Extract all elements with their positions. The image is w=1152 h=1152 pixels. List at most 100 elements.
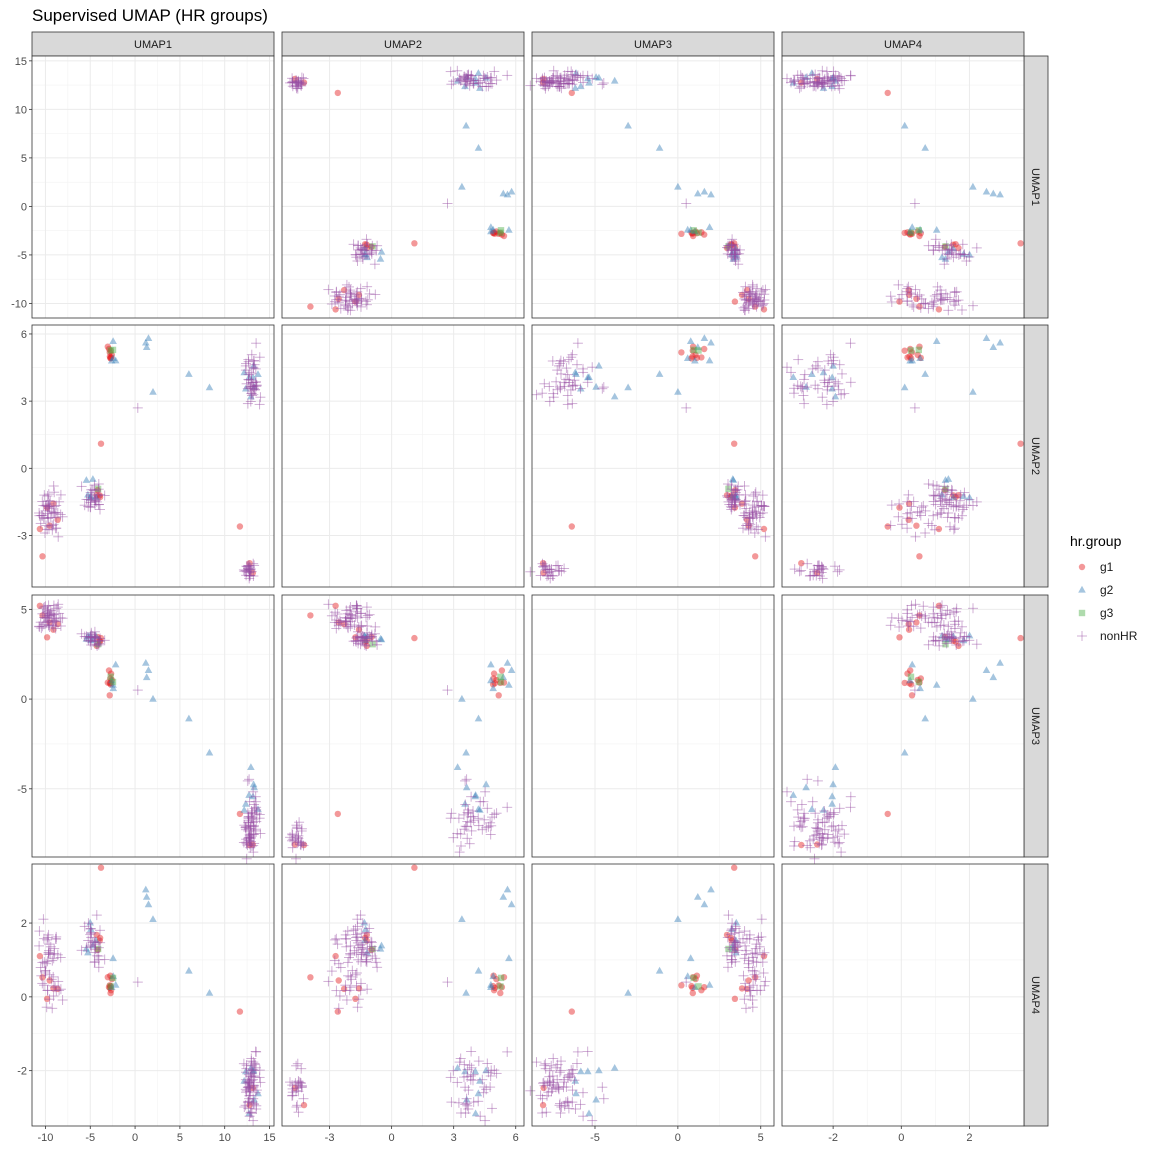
strip-bg — [281, 31, 525, 57]
point-g2 — [707, 338, 715, 346]
point-g2 — [906, 676, 914, 684]
point-nonHR — [366, 247, 377, 258]
point-g2 — [487, 227, 495, 235]
point-nonHR — [936, 610, 947, 621]
point-nonHR — [356, 608, 367, 619]
point-g3 — [695, 347, 702, 354]
point-nonHR — [807, 363, 818, 374]
point-nonHR — [250, 796, 261, 807]
point-nonHR — [349, 620, 360, 630]
point-g2 — [655, 144, 664, 151]
point-nonHR — [828, 396, 839, 407]
point-nonHR — [948, 524, 959, 535]
point-nonHR — [34, 621, 45, 632]
point-g2 — [471, 792, 480, 800]
point-g1 — [105, 667, 113, 674]
point-g1 — [905, 626, 913, 633]
point-g2 — [969, 388, 977, 395]
point-nonHR — [926, 617, 937, 628]
point-g1 — [689, 343, 697, 350]
point-g2 — [674, 182, 682, 190]
point-g2 — [969, 182, 977, 190]
point-g3 — [497, 227, 505, 234]
point-nonHR — [937, 493, 948, 504]
point-g2 — [205, 748, 214, 756]
point-nonHR — [555, 382, 565, 392]
col-strip-umap1: UMAP1 — [31, 31, 275, 57]
point-nonHR — [334, 289, 345, 300]
point-nonHR — [893, 279, 904, 290]
point-nonHR — [568, 381, 578, 392]
point-nonHR — [466, 791, 477, 802]
point-g2 — [499, 189, 508, 197]
point-nonHR — [946, 499, 957, 510]
point-nonHR — [745, 523, 756, 534]
point-nonHR — [944, 249, 954, 260]
point-g3 — [915, 678, 922, 686]
point-g2 — [107, 983, 116, 990]
point-nonHR — [920, 528, 931, 538]
point-g1 — [917, 354, 924, 362]
point-nonHR — [333, 617, 344, 628]
point-nonHR — [348, 636, 359, 647]
point-g1 — [107, 989, 114, 997]
point-nonHR — [247, 1064, 258, 1075]
point-nonHR — [298, 840, 309, 851]
point-nonHR — [743, 297, 754, 308]
point-g2 — [802, 783, 810, 791]
point-g1 — [678, 349, 685, 356]
point-nonHR — [929, 612, 940, 623]
panel-border — [781, 594, 1025, 858]
point-nonHR — [460, 79, 471, 90]
point-g1 — [107, 987, 115, 994]
point-nonHR — [799, 398, 810, 409]
point-nonHR — [837, 368, 847, 379]
point-nonHR — [947, 485, 958, 496]
point-g1 — [688, 229, 695, 237]
point-g1 — [908, 692, 916, 699]
point-nonHR — [254, 399, 265, 410]
point-g2 — [789, 791, 798, 798]
point-nonHR — [466, 825, 477, 836]
point-g2 — [462, 748, 470, 756]
point-nonHR — [760, 531, 771, 542]
points — [34, 864, 266, 1126]
y-tick-label: 10 — [15, 104, 27, 116]
point-nonHR — [944, 495, 955, 506]
point-g2 — [205, 383, 214, 391]
point-nonHR — [832, 566, 843, 577]
point-nonHR — [817, 65, 828, 76]
point-nonHR — [49, 609, 60, 620]
point-g1 — [896, 634, 903, 641]
point-nonHR — [245, 564, 255, 575]
point-nonHR — [356, 621, 366, 632]
point-nonHR — [741, 503, 752, 514]
point-g3 — [107, 983, 114, 990]
point-nonHR — [797, 382, 808, 392]
point-nonHR — [808, 570, 819, 581]
point-nonHR — [971, 242, 982, 253]
point-g1 — [107, 675, 114, 682]
point-g2 — [908, 660, 916, 668]
point-g2 — [686, 226, 695, 233]
point-g3 — [497, 673, 504, 680]
point-g1 — [104, 974, 112, 981]
point-nonHR — [76, 628, 87, 639]
point-g2 — [489, 225, 497, 233]
point-nonHR — [957, 504, 968, 515]
point-g2 — [142, 893, 151, 900]
point-nonHR — [248, 389, 259, 400]
point-g1 — [36, 952, 44, 960]
point-nonHR — [340, 286, 351, 297]
point-nonHR — [355, 283, 366, 294]
point-nonHR — [789, 821, 799, 832]
point-nonHR — [539, 560, 550, 571]
point-nonHR — [739, 293, 750, 304]
point-g1 — [491, 680, 498, 687]
point-nonHR — [796, 81, 807, 92]
point-g2 — [700, 334, 709, 341]
point-nonHR — [817, 573, 828, 584]
point-nonHR — [552, 384, 563, 395]
point-nonHR — [555, 355, 566, 366]
point-nonHR — [245, 823, 256, 834]
